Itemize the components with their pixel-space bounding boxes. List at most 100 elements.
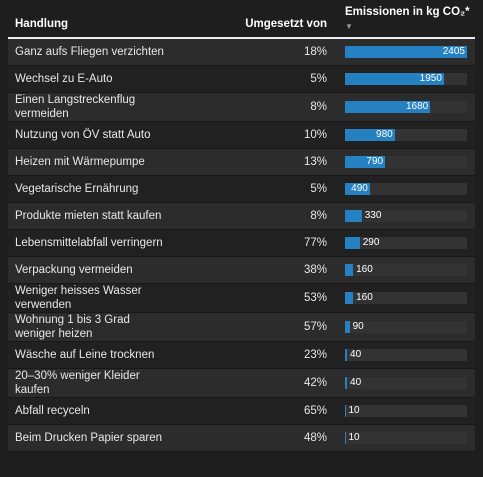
table-body: Ganz aufs Fliegen verzichten 18% 2405 Wechs… bbox=[8, 38, 475, 452]
bar-label: 10 bbox=[348, 432, 360, 443]
bar bbox=[345, 73, 444, 85]
bar-track: 160 bbox=[345, 264, 467, 276]
bar bbox=[345, 292, 354, 304]
bar-cell: 40 bbox=[335, 368, 475, 398]
header-cell: Umgesetzt von bbox=[188, 0, 335, 39]
percent-cell: 18% bbox=[188, 38, 335, 66]
percent-cell: 5% bbox=[188, 175, 335, 203]
bar-cell: 490 bbox=[335, 175, 475, 203]
action-name: Beim Drucken Papier sparen bbox=[15, 432, 163, 444]
action-name: Wäsche auf Leine trocknen bbox=[15, 349, 155, 361]
bar-track: 90 bbox=[345, 321, 467, 333]
bar-cell: 10 bbox=[335, 397, 475, 425]
table-row: Wechsel zu E-Auto 5% 1950 bbox=[8, 65, 475, 93]
percent-cell: 8% bbox=[188, 92, 335, 122]
name-cell: Heizen mit Wärmepumpe bbox=[8, 148, 188, 176]
percent-cell: 5% bbox=[188, 65, 335, 93]
action-name: Abfall recyceln bbox=[15, 405, 90, 417]
bar-track: 330 bbox=[345, 210, 467, 222]
bar bbox=[345, 183, 370, 195]
percent-cell: 57% bbox=[188, 312, 335, 342]
bar-label: 290 bbox=[362, 237, 380, 248]
bar bbox=[345, 264, 354, 276]
name-cell: Verpackung vermeiden bbox=[8, 256, 188, 284]
header-cell[interactable]: Emissionen in kg CO₂* ▼ bbox=[335, 0, 475, 39]
table-row: Abfall recyceln 65% 10 bbox=[8, 397, 475, 425]
bar-track: 790 bbox=[345, 156, 467, 168]
bar-track: 2405 bbox=[345, 46, 467, 58]
table-row: Beim Drucken Papier sparen 48% 10 bbox=[8, 424, 475, 452]
bar bbox=[345, 237, 360, 249]
bar-cell: 2405 bbox=[335, 38, 475, 66]
bar-cell: 10 bbox=[335, 424, 475, 452]
percent-cell: 77% bbox=[188, 229, 335, 257]
header-cell: Handlung bbox=[8, 0, 188, 39]
bar-cell: 790 bbox=[335, 148, 475, 176]
name-cell: Vegetarische Ernährung bbox=[8, 175, 188, 203]
bar-label: 490 bbox=[351, 183, 368, 194]
bar-label: 40 bbox=[350, 349, 362, 360]
bar-track: 10 bbox=[345, 432, 467, 444]
name-cell: Abfall recyceln bbox=[8, 397, 188, 425]
bar-cell: 90 bbox=[335, 312, 475, 342]
bar-label: 330 bbox=[364, 210, 382, 221]
bar-cell: 1680 bbox=[335, 92, 475, 122]
bar-cell: 980 bbox=[335, 121, 475, 149]
bar-track: 160 bbox=[345, 292, 467, 304]
table-row: Weniger heisses Wasser verwenden 53% 160 bbox=[8, 283, 475, 313]
bar-label: 90 bbox=[352, 321, 364, 332]
bar-label: 160 bbox=[356, 264, 373, 275]
table-row: Ganz aufs Fliegen verzichten 18% 2405 bbox=[8, 38, 475, 66]
bar bbox=[345, 46, 467, 58]
action-name: Nutzung von ÖV statt Auto bbox=[15, 129, 151, 141]
table-row: Produkte mieten statt kaufen 8% 330 bbox=[8, 202, 475, 230]
name-cell: Lebensmittelabfall verringern bbox=[8, 229, 188, 257]
table-row: Vegetarische Ernährung 5% 490 bbox=[8, 175, 475, 203]
table-row: 20–30% weniger Kleider kaufen 42% 40 bbox=[8, 368, 475, 398]
bar-track: 40 bbox=[345, 377, 467, 389]
action-name: 20–30% weniger Kleider kaufen bbox=[15, 370, 140, 396]
name-cell: Produkte mieten statt kaufen bbox=[8, 202, 188, 230]
bar bbox=[345, 101, 431, 113]
bar-cell: 330 bbox=[335, 202, 475, 230]
bar bbox=[345, 210, 362, 222]
name-cell: Weniger heisses Wasser verwenden bbox=[8, 283, 188, 313]
bar-label: 40 bbox=[350, 377, 362, 388]
bar bbox=[345, 129, 395, 141]
bar-track: 290 bbox=[345, 237, 467, 249]
bar-track: 1680 bbox=[345, 101, 467, 113]
action-name: Weniger heisses Wasser verwenden bbox=[15, 285, 142, 311]
action-name: Ganz aufs Fliegen verzichten bbox=[15, 46, 164, 58]
bar-cell: 290 bbox=[335, 229, 475, 257]
percent-cell: 53% bbox=[188, 283, 335, 313]
table-row: Wohnung 1 bis 3 Grad weniger heizen 57% 90 bbox=[8, 312, 475, 342]
bar bbox=[345, 377, 348, 389]
table-row: Lebensmittelabfall verringern 77% 290 bbox=[8, 229, 475, 257]
bar-label: 10 bbox=[348, 405, 360, 416]
action-name: Wohnung 1 bis 3 Grad weniger heizen bbox=[15, 314, 130, 340]
header-text: Emissionen in kg CO₂* bbox=[345, 6, 470, 18]
bar bbox=[345, 321, 350, 333]
bar-label: 980 bbox=[376, 129, 393, 140]
bar-cell: 40 bbox=[335, 341, 475, 369]
bar-label: 790 bbox=[366, 156, 384, 167]
bar-track: 980 bbox=[345, 129, 467, 141]
percent-cell: 38% bbox=[188, 256, 335, 284]
action-name: Lebensmittelabfall verringern bbox=[15, 237, 163, 249]
percent-cell: 10% bbox=[188, 121, 335, 149]
name-cell: Wohnung 1 bis 3 Grad weniger heizen bbox=[8, 312, 188, 342]
table-row: Verpackung vermeiden 38% 160 bbox=[8, 256, 475, 284]
bar-label: 1680 bbox=[405, 101, 429, 112]
bar-track: 1950 bbox=[345, 73, 467, 85]
percent-cell: 65% bbox=[188, 397, 335, 425]
table-row: Einen Langstreckenflug vermeiden 8% 1680 bbox=[8, 92, 475, 122]
action-name: Verpackung vermeiden bbox=[15, 264, 133, 276]
name-cell: Wäsche auf Leine trocknen bbox=[8, 341, 188, 369]
action-name: Vegetarische Ernährung bbox=[15, 183, 139, 195]
name-cell: Beim Drucken Papier sparen bbox=[8, 424, 188, 452]
name-cell: Ganz aufs Fliegen verzichten bbox=[8, 38, 188, 66]
bar-track: 40 bbox=[345, 349, 467, 361]
table-row: Nutzung von ÖV statt Auto 10% 980 bbox=[8, 121, 475, 149]
bar bbox=[345, 405, 346, 417]
